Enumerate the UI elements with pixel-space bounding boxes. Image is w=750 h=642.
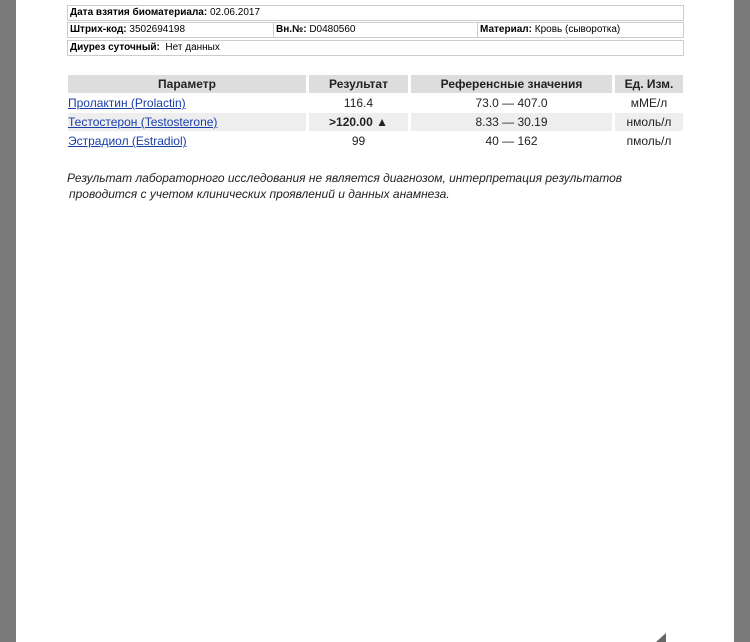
table-row: Пролактин (Prolactin) 116.4 73.0 — 407.0… (68, 94, 683, 112)
reference-range: 73.0 — 407.0 (475, 96, 548, 110)
info-row-diuresis: Диурез суточный: Нет данных (67, 40, 684, 56)
unit: пмоль/л (626, 134, 672, 148)
reference-range: 8.33 — 30.19 (411, 113, 612, 131)
unit: нмоль/л (615, 113, 683, 131)
page-corner-icon (656, 633, 666, 642)
barcode-value: 3502694198 (129, 24, 186, 35)
results-table: Параметр Результат Референсные значения … (65, 74, 686, 151)
info-row-date: Дата взятия биоматериала: 02.06.2017 (67, 5, 684, 21)
info-row-ids: Штрих-код: 3502694198 Вн.№: D0480560 Мат… (67, 22, 684, 38)
internal-number-value: D0480560 (309, 24, 356, 35)
parameter-link[interactable]: Тестостерон (Testosterone) (68, 115, 218, 129)
disclaimer-note: Результат лабораторного исследования не … (67, 170, 622, 202)
date-label: Дата взятия биоматериала: (70, 7, 208, 18)
header-parameter: Параметр (68, 75, 306, 93)
result-value: 116.4 (343, 96, 374, 110)
parameter-link[interactable]: Пролактин (Prolactin) (68, 96, 186, 110)
reference-range: 40 — 162 (485, 134, 538, 148)
unit: мМЕ/л (630, 96, 668, 110)
header-reference: Референсные значения (411, 75, 612, 93)
document-page: Дата взятия биоматериала: 02.06.2017 Штр… (16, 0, 734, 642)
date-value: 02.06.2017 (209, 7, 261, 18)
header-unit: Ед. Изм. (615, 75, 683, 93)
note-line: Результат лабораторного исследования не … (67, 171, 623, 185)
internal-number-label: Вн.№: (276, 24, 307, 35)
diuresis-label: Диурез суточный: (70, 42, 160, 53)
barcode-label: Штрих-код: (70, 24, 127, 35)
note-line: проводится с учетом клинических проявлен… (69, 187, 450, 201)
table-row: Эстрадиол (Estradiol) 99 40 — 162 пмоль/… (68, 132, 683, 150)
material-value: Кровь (сыворотка) (534, 24, 621, 35)
parameter-link[interactable]: Эстрадиол (Estradiol) (68, 134, 187, 148)
result-value: 99 (351, 134, 366, 148)
header-result: Результат (309, 75, 408, 93)
table-row: Тестостерон (Testosterone) >120.00 ▲ 8.3… (68, 113, 683, 131)
material-label: Материал: (480, 24, 532, 35)
diuresis-value: Нет данных (165, 42, 220, 53)
result-value: >120.00 ▲ (309, 113, 408, 131)
